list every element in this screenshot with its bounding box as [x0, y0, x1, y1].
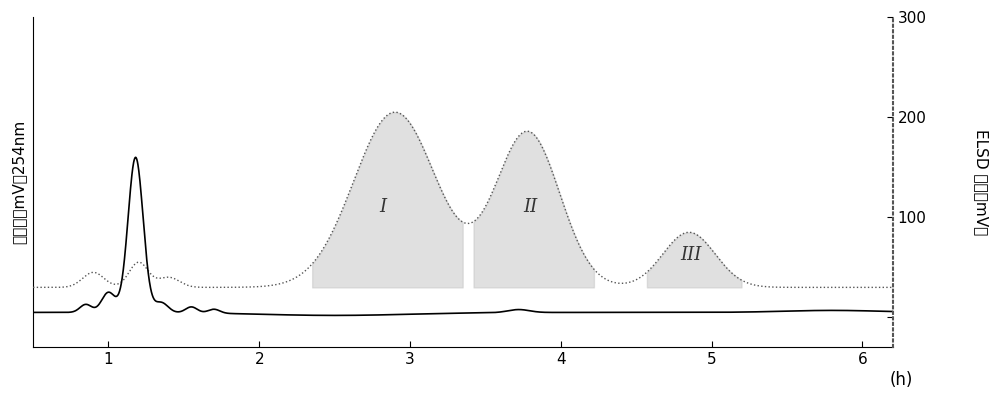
- X-axis label: (h): (h): [889, 371, 913, 388]
- Y-axis label: ELSD 信号（mV）: ELSD 信号（mV）: [974, 129, 989, 235]
- Text: II: II: [524, 198, 538, 216]
- Text: III: III: [680, 246, 701, 264]
- Text: I: I: [379, 198, 386, 216]
- Y-axis label: 吸光度（mV）254nm: 吸光度（mV）254nm: [11, 120, 26, 244]
